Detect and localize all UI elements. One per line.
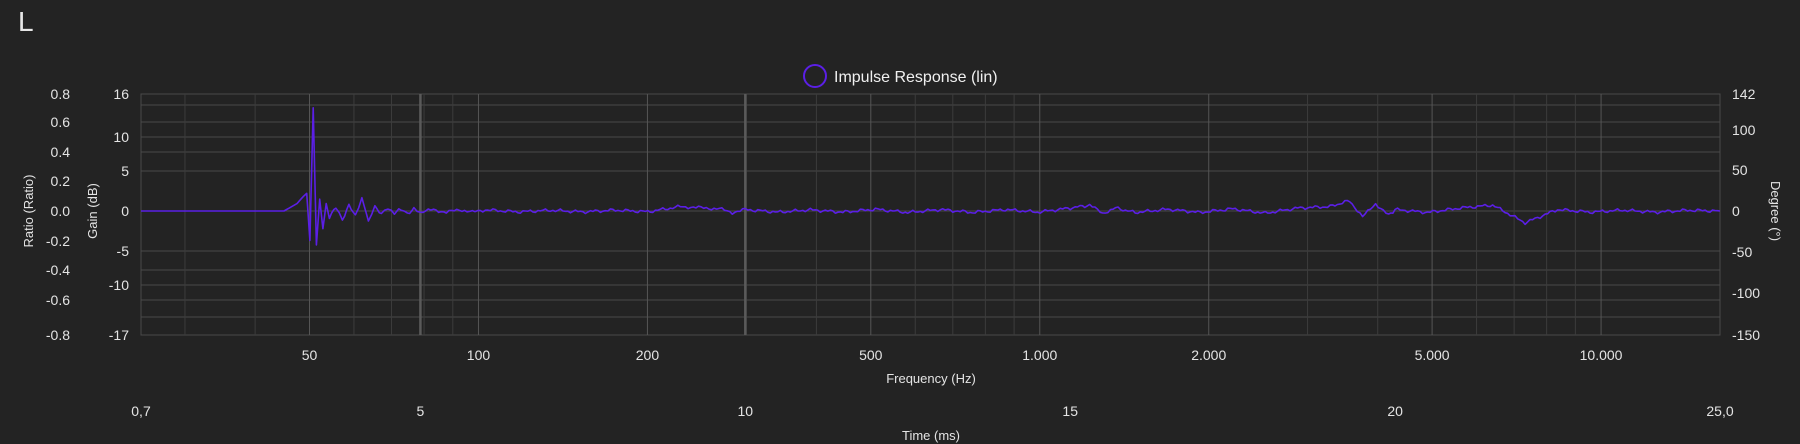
y-axis-gain-title: Gain (dB): [85, 183, 100, 239]
degree-tick-label: 0: [1732, 203, 1740, 219]
chart-grid: [140, 93, 1721, 336]
ratio-tick-label: 0.6: [51, 114, 71, 130]
time-tick-label: 20: [1387, 403, 1403, 419]
x-axis-time-title: Time (ms): [902, 428, 960, 443]
legend-label: Impulse Response (lin): [834, 69, 998, 86]
degree-tick-label: 100: [1732, 122, 1756, 138]
ratio-tick-label: -0.8: [46, 327, 70, 343]
gain-tick-label: 10: [113, 129, 129, 145]
time-tick-label: 10: [738, 403, 754, 419]
ratio-tick-label: 0.2: [51, 173, 71, 189]
degree-tick-label: -150: [1732, 327, 1760, 343]
degree-tick-label: 50: [1732, 162, 1748, 178]
gain-tick-label: 5: [121, 163, 129, 179]
series-line-0: [141, 107, 1721, 246]
y-axis-degree-title: Degree (°): [1768, 181, 1783, 241]
ratio-tick-label: 0.0: [51, 203, 71, 219]
freq-tick-label: 5.000: [1415, 347, 1450, 363]
ratio-tick-label: -0.6: [46, 292, 70, 308]
freq-tick-label: 100: [467, 347, 491, 363]
time-tick-label: 25,0: [1706, 403, 1733, 419]
time-tick-label: 15: [1062, 403, 1078, 419]
gain-tick-label: -17: [109, 327, 129, 343]
ratio-tick-label: -0.2: [46, 233, 70, 249]
gain-tick-label: 16: [113, 86, 129, 102]
x-axis-frequency-title: Frequency (Hz): [886, 371, 976, 386]
freq-tick-label: 200: [636, 347, 660, 363]
plot-frame: [140, 93, 1721, 336]
y-axis-ratio-title: Ratio (Ratio): [21, 175, 36, 248]
gain-tick-label: 0: [121, 203, 129, 219]
series-layer: [141, 107, 1721, 246]
channel-title: L: [18, 6, 34, 37]
freq-tick-label: 50: [302, 347, 318, 363]
time-tick-label: 0,7: [131, 403, 151, 419]
freq-tick-label: 500: [859, 347, 883, 363]
chart-legend[interactable]: Impulse Response (lin): [803, 64, 998, 88]
freq-tick-label: 2.000: [1191, 347, 1226, 363]
legend-swatch-icon[interactable]: [803, 64, 827, 88]
axis-ticks: 0.80.60.40.20.0-0.2-0.4-0.6-0.8161050-5-…: [46, 86, 1760, 419]
degree-tick-label: -100: [1732, 285, 1760, 301]
degree-tick-label: 142: [1732, 86, 1756, 102]
freq-tick-label: 1.000: [1022, 347, 1057, 363]
gain-tick-label: -5: [117, 243, 130, 259]
gain-tick-label: -10: [109, 277, 129, 293]
ratio-tick-label: 0.8: [51, 86, 71, 102]
ratio-tick-label: 0.4: [51, 144, 71, 160]
time-tick-label: 5: [417, 403, 425, 419]
degree-tick-label: -50: [1732, 244, 1752, 260]
ratio-tick-label: -0.4: [46, 262, 70, 278]
freq-tick-label: 10.000: [1580, 347, 1623, 363]
